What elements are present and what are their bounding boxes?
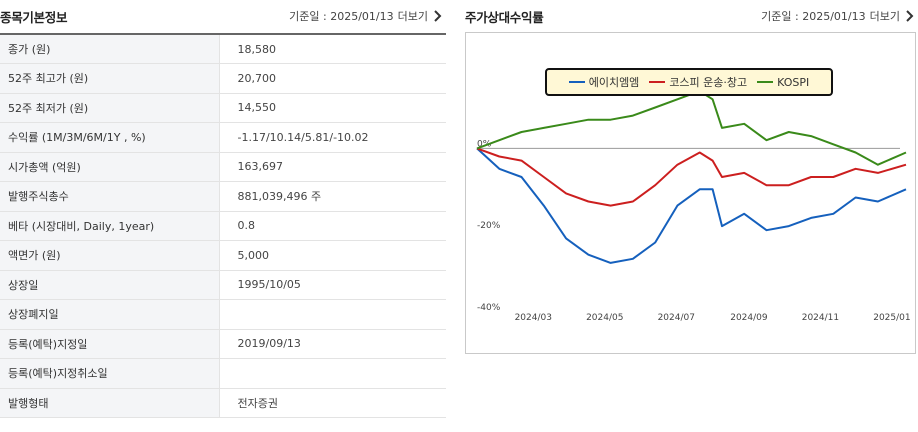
- legend-item[interactable]: KOSPI: [757, 76, 809, 89]
- legend-label: 코스피 운송·창고: [669, 76, 748, 89]
- info-value: [219, 299, 446, 330]
- y-tick-label: -40%: [477, 303, 501, 313]
- relative-return-title: 주가상대수익률: [465, 9, 544, 25]
- x-tick-label: 2024/09: [730, 313, 768, 323]
- y-tick-label: -20%: [477, 221, 501, 231]
- info-label: 52주 최고가 (원): [0, 63, 220, 94]
- legend-label: 에이치엠엠: [588, 76, 640, 89]
- info-label: 시가총액 (억원): [0, 152, 220, 182]
- info-row: 베타 (시장대비, Daily, 1year) 0.8: [0, 211, 446, 241]
- chevron-right-icon[interactable]: [432, 10, 442, 22]
- legend-swatch: [757, 81, 774, 83]
- info-value: 20,700: [219, 63, 446, 94]
- info-label: 베타 (시장대비, Daily, 1year): [0, 211, 220, 241]
- info-row: 종가 (원) 18,580: [0, 34, 446, 64]
- info-label: 발행주식총수: [0, 181, 220, 212]
- info-value: 163,697: [219, 152, 446, 182]
- relative-return-more-link[interactable]: 더보기: [869, 10, 900, 23]
- relative-return-meta: 기준일 : 2025/01/13 더보기: [761, 8, 918, 24]
- series-line: [476, 147, 907, 207]
- x-tick-label: 2024/11: [802, 313, 839, 323]
- x-tick-label: 2024/03: [515, 313, 552, 323]
- info-row: 발행주식총수 881,039,496 주: [0, 181, 446, 212]
- series-line: [476, 147, 907, 264]
- relative-return-date: 기준일 : 2025/01/13: [761, 10, 866, 23]
- info-value: 전자증권: [219, 388, 446, 418]
- chevron-right-icon[interactable]: [904, 10, 914, 22]
- basic-info-meta: 기준일 : 2025/01/13 더보기: [289, 8, 446, 24]
- x-tick-label: 2024/07: [658, 313, 695, 323]
- x-tick-label: 2024/05: [586, 313, 623, 323]
- legend-swatch: [649, 81, 666, 83]
- info-row: 등록(예탁)지정취소일: [0, 358, 446, 389]
- legend-swatch: [568, 81, 585, 83]
- info-value: 2019/09/13: [219, 329, 446, 359]
- info-label: 52주 최저가 (원): [0, 93, 220, 123]
- info-value: 881,039,496 주: [219, 181, 446, 212]
- basic-info-header: 종목기본정보 기준일 : 2025/01/13 더보기: [0, 0, 446, 32]
- info-label: 수익률 (1M/3M/6M/1Y , %): [0, 122, 220, 153]
- info-value: 1995/10/05: [219, 270, 446, 300]
- info-row: 액면가 (원) 5,000: [0, 240, 446, 271]
- legend-item[interactable]: 에이치엠엠: [568, 74, 640, 90]
- relative-return-plot: 0% -20% -40% 2024/03 2024/05 2024/07 2024/09 20…: [476, 90, 911, 323]
- chart-legend: 에이치엠엠 코스피 운송·창고 KOSPI: [545, 68, 833, 96]
- info-value: 5,000: [219, 240, 446, 271]
- basic-info-table: 종가 (원) 18,580 52주 최고가 (원) 20,700 52주 최저가 (원)…: [0, 33, 446, 418]
- series-line: [476, 90, 907, 166]
- legend-item[interactable]: 코스피 운송·창고: [649, 74, 747, 90]
- basic-info-date: 기준일 : 2025/01/13: [289, 10, 394, 23]
- info-row: 상장폐지일: [0, 299, 446, 330]
- info-label: 등록(예탁)지정취소일: [0, 358, 220, 389]
- info-label: 상장폐지일: [0, 299, 220, 330]
- info-row: 52주 최저가 (원) 14,550: [0, 93, 446, 123]
- info-value: 0.8: [219, 211, 446, 241]
- x-tick-label: 2025/01: [873, 313, 910, 323]
- basic-info-title: 종목기본정보: [0, 9, 68, 25]
- info-label: 등록(예탁)지정일: [0, 329, 220, 359]
- legend-label: KOSPI: [777, 75, 810, 89]
- info-row: 52주 최고가 (원) 20,700: [0, 63, 446, 94]
- relative-return-header: 주가상대수익률 기준일 : 2025/01/13 더보기: [465, 0, 918, 32]
- info-label: 액면가 (원): [0, 240, 220, 271]
- info-row: 수익률 (1M/3M/6M/1Y , %) -1.17/10.14/5.81/-1…: [0, 122, 446, 153]
- y-tick-label: 0%: [477, 139, 492, 149]
- info-row: 시가총액 (억원) 163,697: [0, 152, 446, 182]
- info-value: 18,580: [219, 34, 446, 64]
- info-label: 발행형태: [0, 388, 220, 418]
- info-value: 14,550: [219, 93, 446, 123]
- info-row: 등록(예탁)지정일 2019/09/13: [0, 329, 446, 359]
- info-label: 종가 (원): [0, 34, 220, 64]
- info-row: 발행형태 전자증권: [0, 388, 446, 418]
- info-value: [219, 358, 446, 389]
- info-label: 상장일: [0, 270, 220, 300]
- info-value: -1.17/10.14/5.81/-10.02: [219, 122, 446, 153]
- info-row: 상장일 1995/10/05: [0, 270, 446, 300]
- basic-info-more-link[interactable]: 더보기: [397, 10, 428, 23]
